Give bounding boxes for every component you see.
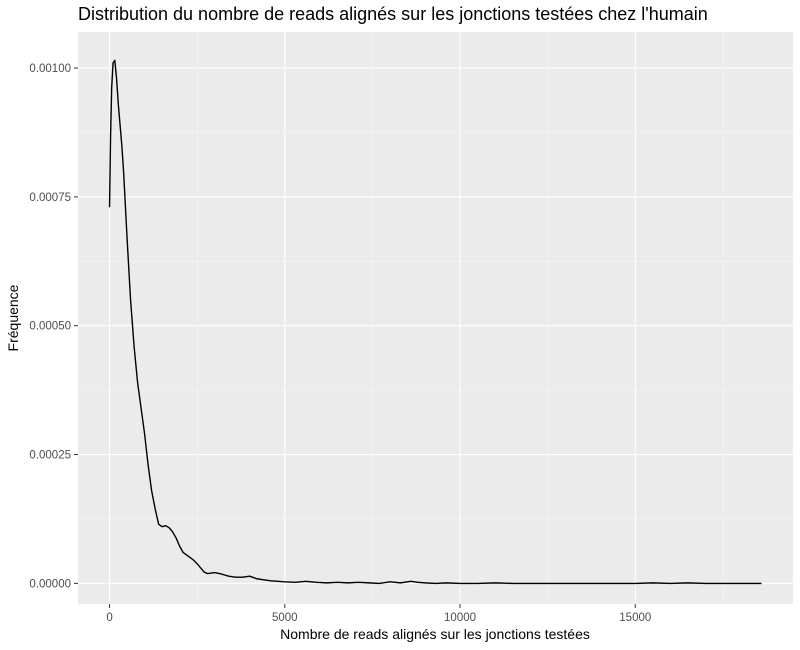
x-axis-title: Nombre de reads alignés sur les jonction… [280, 626, 590, 642]
chart-title: Distribution du nombre de reads alignés … [78, 4, 708, 24]
x-axis: 0 5000 10000 15000 [106, 604, 651, 624]
x-tick-label: 15000 [619, 612, 651, 624]
y-tick-label: 0.00000 [29, 578, 71, 590]
y-tick-label: 0.00050 [29, 321, 71, 333]
x-tick-label: 0 [106, 612, 112, 624]
y-tick-label: 0.00075 [29, 192, 71, 204]
y-axis: 0.00000 0.00025 0.00050 0.00075 0.00100 [29, 63, 78, 590]
density-line [108, 59, 762, 585]
y-axis-title: Fréquence [5, 284, 21, 351]
grid-minor [78, 32, 793, 604]
y-tick-label: 0.00025 [29, 450, 71, 462]
x-tick-label: 5000 [272, 612, 298, 624]
x-tick-label: 10000 [444, 612, 476, 624]
plot-panel [78, 32, 793, 604]
y-tick-label: 0.00100 [29, 63, 71, 75]
